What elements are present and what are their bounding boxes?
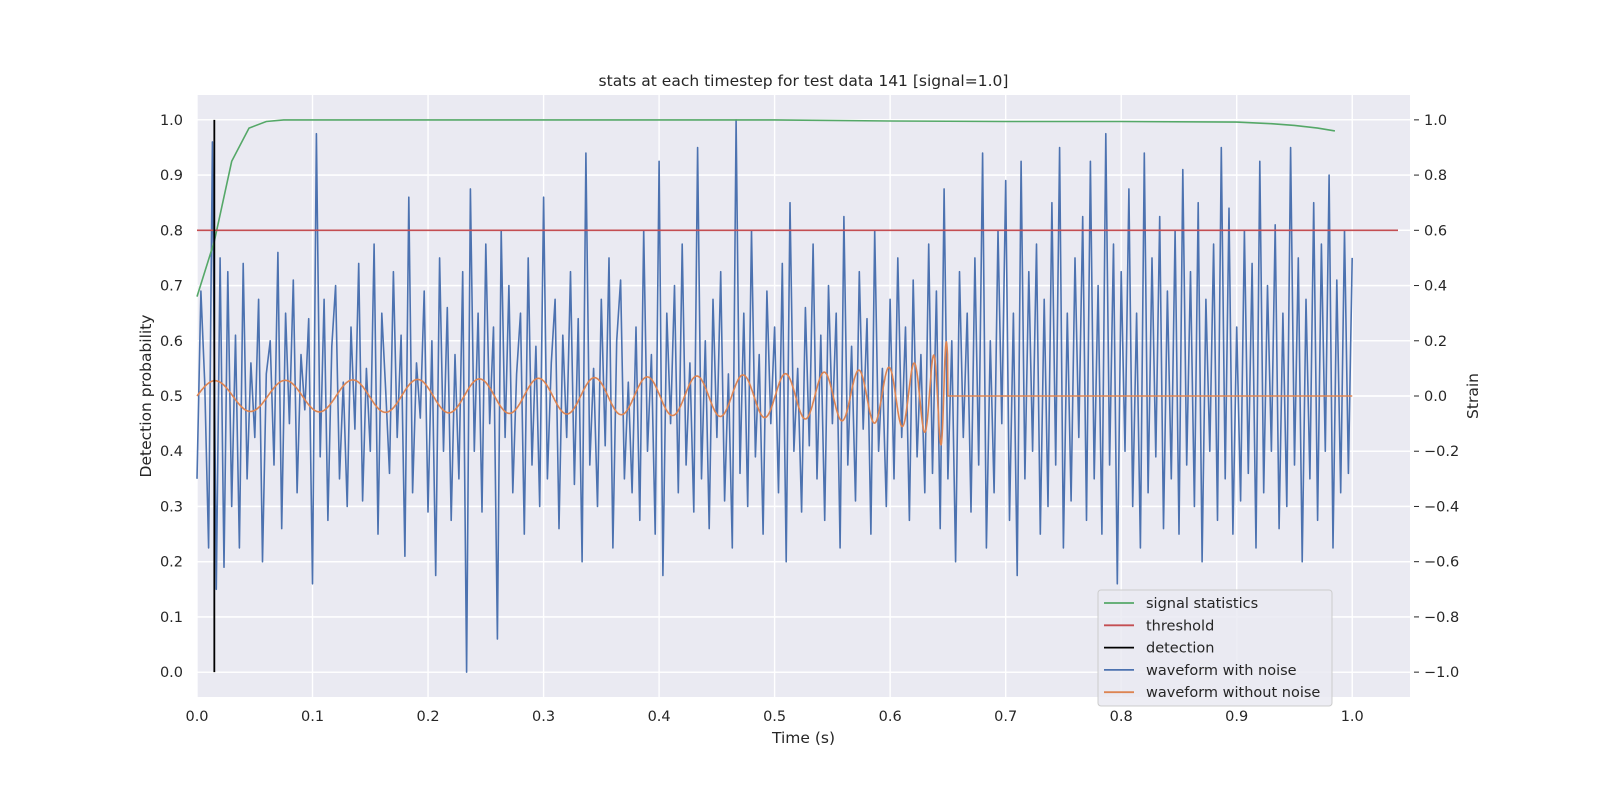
- x-tick-label: 0.2: [417, 709, 440, 725]
- right-ticks: −1.0 −0.8 −0.6 −0.4 −0.2 0.0 0.2 0.4 0.6 0.8 1.0: [1414, 113, 1459, 681]
- y-tick-label: 0.9: [160, 168, 183, 184]
- chart-title: stats at each timestep for test data 141…: [599, 72, 1009, 90]
- x-tick-label: 0.3: [532, 709, 555, 725]
- series-layer: [196, 119, 1398, 673]
- y-tick-label: 0.5: [160, 389, 183, 405]
- x-tick-label: 0.9: [1225, 709, 1248, 725]
- y-right-tick-label: 1.0: [1424, 113, 1447, 129]
- y-right-tick-label: −0.8: [1424, 610, 1459, 626]
- y-tick-label: 1.0: [160, 113, 183, 129]
- series-waveform-without-noise: [196, 340, 1353, 446]
- legend-label: threshold: [1146, 618, 1214, 634]
- legend-label: waveform without noise: [1146, 685, 1320, 701]
- x-tick-label: 0.4: [648, 709, 671, 725]
- x-tick-label: 1.0: [1341, 709, 1364, 725]
- x-tick-label: 0.7: [994, 709, 1017, 725]
- series-signal-statistics: [196, 119, 1336, 297]
- y-tick-label: 0.2: [160, 555, 183, 571]
- x-tick-label: 0.1: [301, 709, 324, 725]
- x-ticks: 0.0 0.1 0.2 0.3 0.4 0.5 0.6 0.7 0.8 0.9 1.0: [185, 709, 1363, 725]
- x-tick-label: 0.6: [879, 709, 902, 725]
- y-tick-label: 0.6: [160, 334, 183, 350]
- y-axis-right-label: Strain: [1464, 373, 1482, 419]
- y-right-tick-label: 0.0: [1424, 389, 1447, 405]
- y-tick-label: 0.3: [160, 499, 183, 515]
- y-right-tick-label: 0.2: [1424, 334, 1447, 350]
- legend-label: signal statistics: [1146, 596, 1258, 612]
- legend-box: [1097, 589, 1333, 707]
- y-tick-label: 0.8: [160, 223, 183, 239]
- y-right-tick-label: 0.4: [1424, 279, 1447, 295]
- y-tick-label: 0.1: [160, 610, 183, 626]
- y-tick-label: 0.7: [160, 279, 183, 295]
- y-right-tick-label: −0.2: [1424, 444, 1459, 460]
- series-waveform-with-noise: [196, 119, 1353, 673]
- y-right-tick-label: 0.8: [1424, 168, 1447, 184]
- y-tick-label: 0.4: [160, 444, 183, 460]
- y-axis-label: Detection probability: [137, 315, 155, 478]
- legend-label: detection: [1146, 641, 1214, 657]
- x-tick-label: 0.8: [1110, 709, 1133, 725]
- left-ticks: 0.0 0.1 0.2 0.3 0.4 0.5 0.6 0.7 0.8 0.9 1.0: [160, 113, 183, 681]
- y-right-tick-label: −0.6: [1424, 555, 1459, 571]
- y-tick-label: 0.0: [160, 665, 183, 681]
- x-tick-label: 0.5: [763, 709, 786, 725]
- x-tick-label: 0.0: [185, 709, 208, 725]
- y-right-tick-label: −1.0: [1424, 665, 1459, 681]
- legend-label: waveform with noise: [1146, 663, 1297, 679]
- y-right-tick-label: −0.4: [1424, 499, 1459, 515]
- y-right-tick-label: 0.6: [1424, 223, 1447, 239]
- legend: signal statistics threshold detection wavef…: [1097, 589, 1333, 707]
- x-axis-label: Time (s): [771, 729, 835, 747]
